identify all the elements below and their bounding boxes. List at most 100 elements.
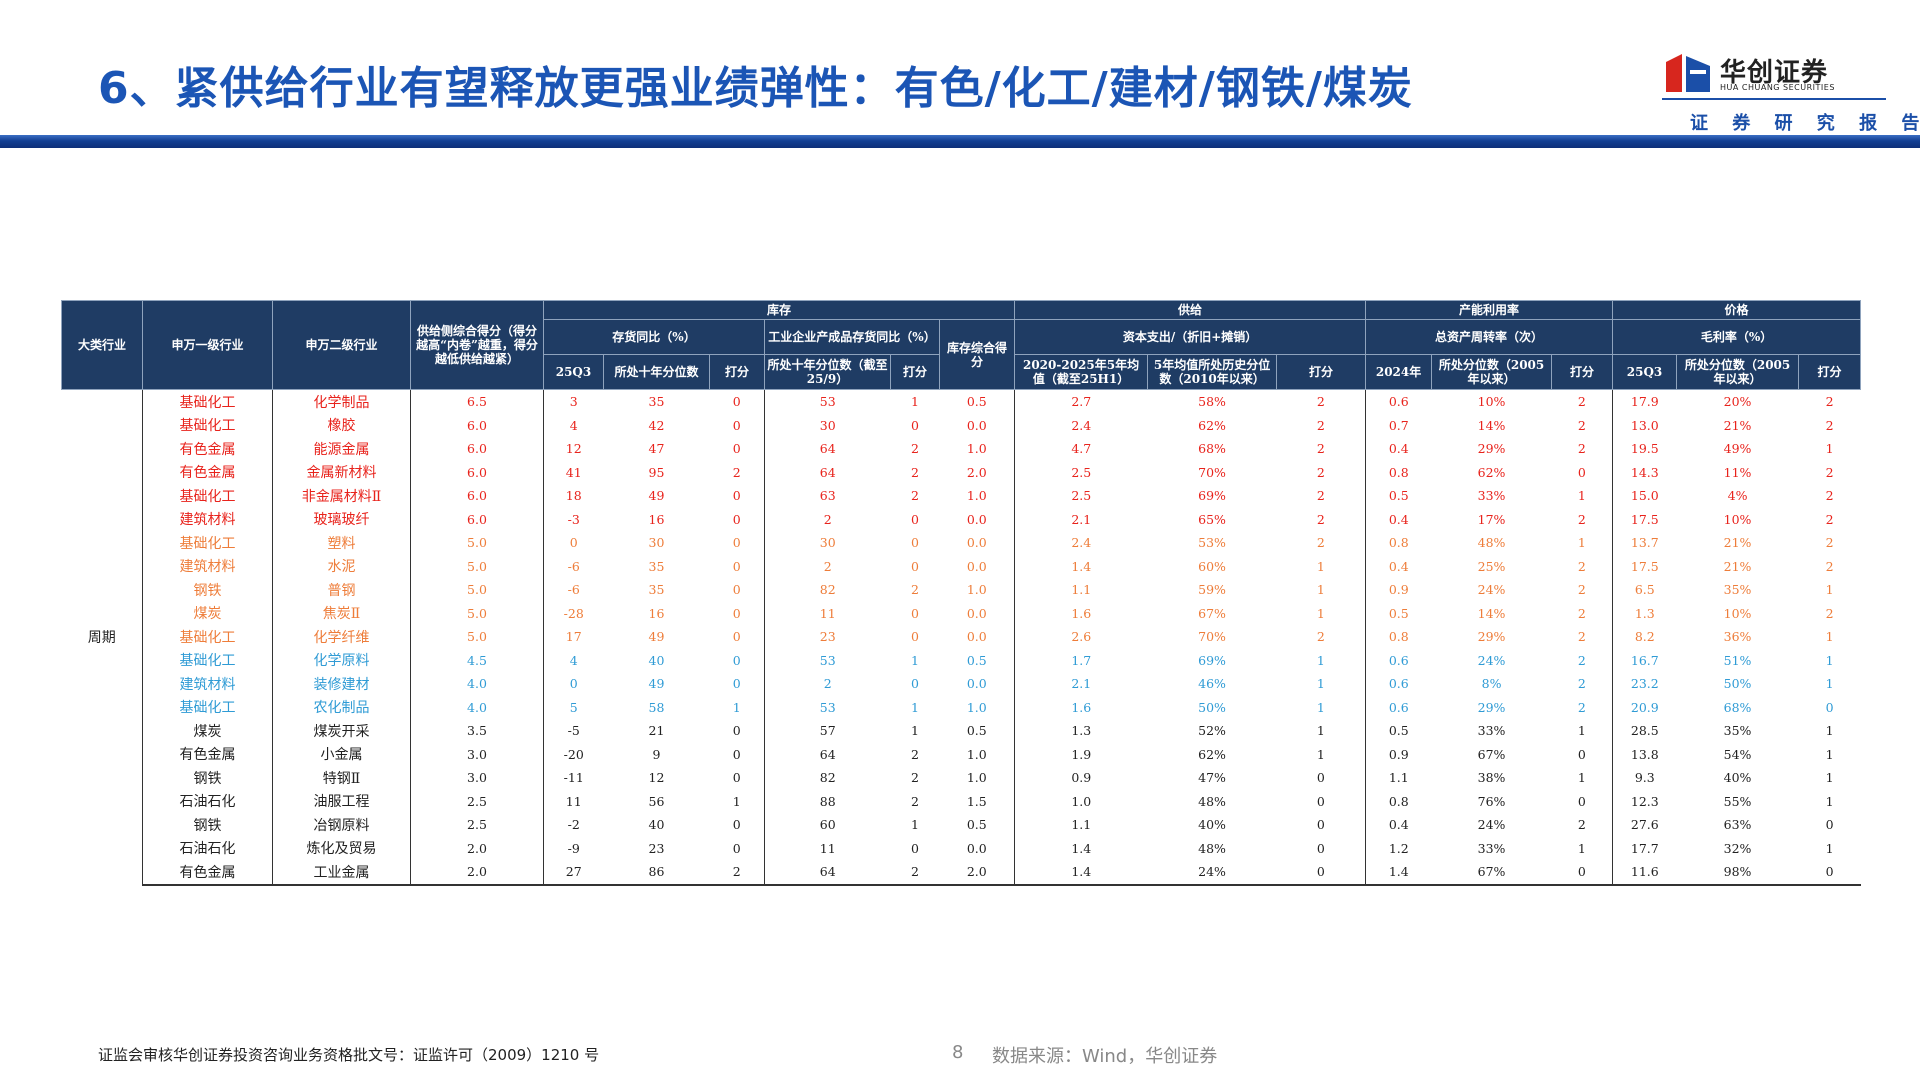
table-cell: 2 xyxy=(709,860,765,886)
table-cell: 2.0 xyxy=(939,860,1015,886)
table-cell: 1.0 xyxy=(966,699,987,715)
sub-header: 毛利率（%） xyxy=(1612,319,1862,355)
logo-english: HUA CHUANG SECURITIES xyxy=(1720,83,1835,92)
table-cell: 1 xyxy=(1577,535,1586,551)
table-cell: 2.5 xyxy=(1014,484,1148,508)
table-cell: 1.3 xyxy=(1612,601,1677,625)
table-cell: 1 xyxy=(1316,652,1325,668)
table-cell: 5 xyxy=(543,695,604,719)
table-head: 大类行业 申万一级行业 申万二级行业 供给侧综合得分（得分越高“内卷”越重，得分… xyxy=(61,300,1862,390)
table-cell: 2.7 xyxy=(1014,389,1148,414)
table-cell: 2 xyxy=(911,793,919,809)
leaf-header: 打分 xyxy=(709,354,765,390)
leaf-header: 打分 xyxy=(1798,354,1862,390)
table-cell: 20.9 xyxy=(1612,695,1677,719)
table-cell: 68% xyxy=(1723,699,1752,715)
table-row: 基础化工 非金属材料Ⅱ 6.0 18 49 0 63 2 1.0 2.5 69% 2 0.5 33% 1 15… xyxy=(62,484,1861,508)
table-cell: -3 xyxy=(543,507,604,531)
table-cell: 0 xyxy=(911,629,919,645)
table-cell: 0.5 xyxy=(966,394,987,410)
table-cell: 2.5 xyxy=(1014,460,1148,484)
table-cell: 49 xyxy=(648,488,665,504)
table-cell: 工业金属 xyxy=(272,860,411,886)
table-cell: 水泥 xyxy=(272,554,411,578)
table-row: 有色金属 工业金属 2.0 27 86 2 64 2 2.0 1.4 24% 0 1.4 67% 0 11.6… xyxy=(62,860,1861,886)
table-cell: 15.0 xyxy=(1612,484,1677,508)
table-cell: 5.0 xyxy=(410,578,544,602)
table-cell: 0.4 xyxy=(1365,554,1432,578)
table-cell: 1 xyxy=(1577,770,1586,786)
table-cell: 0 xyxy=(911,535,919,551)
table-cell: 0 xyxy=(732,582,741,598)
table-cell: 19.5 xyxy=(1612,437,1677,461)
table-cell: 29% xyxy=(1477,441,1506,457)
table-cell: 57 xyxy=(764,719,891,743)
table-row: 石油石化 炼化及贸易 2.0 -9 23 0 11 0 0.0 1.4 48% 0 1.2 33% 1 17.… xyxy=(62,836,1861,860)
table-row: 基础化工 橡胶 6.0 4 42 0 30 0 0.0 2.4 62% 2 0.7 14% 2 13.0 21%… xyxy=(62,413,1861,437)
table-cell: 24% xyxy=(1147,860,1277,886)
table-row: 基础化工 塑料 5.0 0 30 0 30 0 0.0 2.4 53% 2 0.8 48% 1 13.7 21%… xyxy=(62,531,1861,555)
group-header: 供给 xyxy=(1014,300,1367,320)
table-cell: 13.7 xyxy=(1612,531,1677,555)
table-cell: 6.5 xyxy=(410,389,544,414)
table-cell: 0.6 xyxy=(1365,648,1432,672)
table-cell: 3.0 xyxy=(410,742,544,766)
table-cell: 33% xyxy=(1477,488,1506,504)
sub-header: 存货同比（%） xyxy=(543,319,765,355)
table-cell: 1 xyxy=(1825,676,1834,692)
table-cell: 23 xyxy=(648,840,665,856)
table-cell: 33% xyxy=(1477,723,1506,739)
table-cell: 0 xyxy=(1316,840,1325,856)
leaf-header: 2020-2025年5年均值（截至25H1） xyxy=(1014,354,1149,390)
table-cell: 炼化及贸易 xyxy=(272,836,411,860)
table-cell: 38% xyxy=(1477,770,1506,786)
header-cell: 供给侧综合得分（得分越高“内卷”越重，得分越低供给越紧） xyxy=(410,300,544,390)
table-cell: 60 xyxy=(764,813,891,837)
table-cell: 2.4 xyxy=(1014,413,1148,437)
table-cell: 0 xyxy=(911,676,919,692)
table-row: 煤炭 煤炭开采 3.5 -5 21 0 57 1 0.5 1.3 52% 1 0.5 33% 1 28.5 35… xyxy=(62,719,1861,743)
table-cell: 49 xyxy=(648,676,665,692)
table-cell: 98% xyxy=(1676,860,1799,886)
slide-title: 6、紧供给行业有望释放更强业绩弹性：有色/化工/建材/钢铁/煤炭 xyxy=(98,63,1413,114)
table-cell: 1 xyxy=(911,394,919,410)
table-cell: 9 xyxy=(652,746,661,762)
table-cell: 化学制品 xyxy=(272,389,411,414)
table-cell: 2 xyxy=(1577,511,1586,527)
table-cell: -9 xyxy=(543,836,604,860)
table-cell: 11 xyxy=(764,836,891,860)
table-cell: 2 xyxy=(911,464,919,480)
table-cell: 1 xyxy=(1316,746,1325,762)
table-cell: 1.7 xyxy=(1014,648,1148,672)
table-cell: 63% xyxy=(1723,817,1752,833)
table-cell: 1 xyxy=(1316,699,1325,715)
table-cell: 8% xyxy=(1481,676,1502,692)
table-cell: 建筑材料 xyxy=(142,554,273,578)
table-cell: 有色金属 xyxy=(142,860,273,886)
table-cell: 2 xyxy=(1825,511,1834,527)
table-cell: 16 xyxy=(648,511,665,527)
table-cell: 基础化工 xyxy=(142,531,273,555)
table-cell: -2 xyxy=(543,813,604,837)
table-cell: -20 xyxy=(543,742,604,766)
table-cell: 35% xyxy=(1723,582,1752,598)
table-cell: 1 xyxy=(1825,723,1834,739)
table-cell: 0 xyxy=(911,558,919,574)
table-row: 煤炭 焦炭Ⅱ 5.0 -28 16 0 11 0 0.0 1.6 67% 1 0.5 14% 2 1.3 10%… xyxy=(62,601,1861,625)
table-cell: 0.8 xyxy=(1365,789,1432,813)
table-cell: -6 xyxy=(543,554,604,578)
table-cell: 67% xyxy=(1477,746,1506,762)
table-cell: 2 xyxy=(911,582,919,598)
table-cell: 49% xyxy=(1723,441,1752,457)
table-cell: 1 xyxy=(1825,770,1834,786)
data-table: 大类行业 申万一级行业 申万二级行业 供给侧综合得分（得分越高“内卷”越重，得分… xyxy=(61,300,1862,886)
table-cell: 64 xyxy=(764,860,891,886)
table-cell: 1 xyxy=(911,699,919,715)
table-cell: 41 xyxy=(543,460,604,484)
table-cell: 1.9 xyxy=(1014,742,1148,766)
table-cell: 64 xyxy=(764,460,891,484)
table-cell: 钢铁 xyxy=(142,578,273,602)
table-cell: 0.9 xyxy=(1365,742,1432,766)
table-cell: 石油石化 xyxy=(142,836,273,860)
table-cell: 3.0 xyxy=(410,766,544,790)
